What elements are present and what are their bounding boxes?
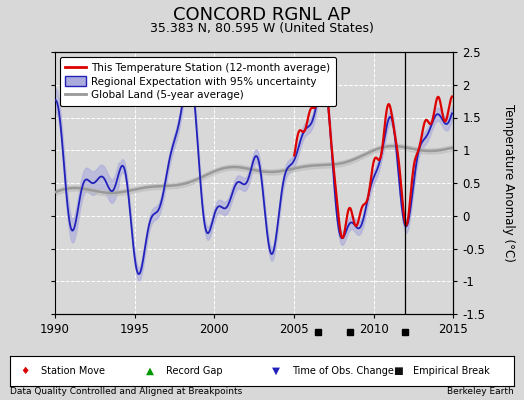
Text: Data Quality Controlled and Aligned at Breakpoints: Data Quality Controlled and Aligned at B… [10,387,243,396]
Text: CONCORD RGNL AP: CONCORD RGNL AP [173,6,351,24]
Text: Empirical Break: Empirical Break [413,366,489,376]
Text: Station Move: Station Move [41,366,105,376]
Text: Record Gap: Record Gap [167,366,223,376]
Text: ▼: ▼ [272,366,280,376]
Text: ▲: ▲ [146,366,154,376]
Text: ■: ■ [393,366,402,376]
Text: Time of Obs. Change: Time of Obs. Change [292,366,394,376]
Text: ♦: ♦ [20,366,30,376]
Text: 35.383 N, 80.595 W (United States): 35.383 N, 80.595 W (United States) [150,22,374,35]
Y-axis label: Temperature Anomaly (°C): Temperature Anomaly (°C) [502,104,515,262]
Text: Berkeley Earth: Berkeley Earth [447,387,514,396]
Legend: This Temperature Station (12-month average), Regional Expectation with 95% uncer: This Temperature Station (12-month avera… [60,57,336,106]
